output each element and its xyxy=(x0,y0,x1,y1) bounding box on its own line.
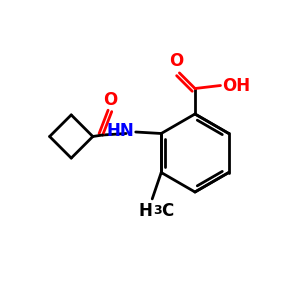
Text: C: C xyxy=(160,202,173,220)
Text: HN: HN xyxy=(106,122,134,140)
Text: OH: OH xyxy=(222,76,250,94)
Text: H: H xyxy=(138,202,152,220)
Text: 3: 3 xyxy=(153,204,161,217)
Text: O: O xyxy=(103,91,117,109)
Text: O: O xyxy=(169,52,184,70)
